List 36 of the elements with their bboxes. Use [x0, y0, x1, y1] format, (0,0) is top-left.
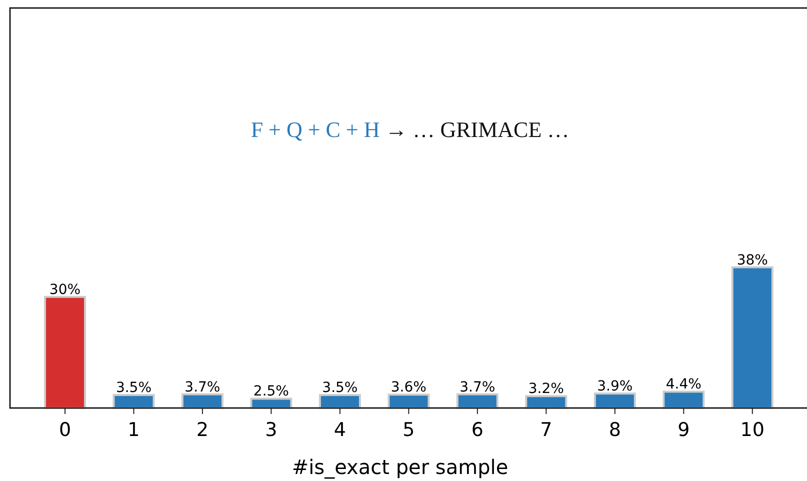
x-tick-label: 6 [471, 419, 484, 441]
data-label: 4.4% [666, 376, 702, 393]
data-label: 3.7% [184, 379, 220, 396]
data-label: 3.5% [116, 380, 152, 396]
data-label: 3.2% [528, 381, 564, 398]
bar [388, 394, 430, 409]
bar [181, 393, 224, 409]
bar [456, 393, 498, 409]
x-axis-title: #is_exact per sample [292, 455, 508, 479]
x-tick-label: 5 [402, 419, 415, 441]
x-tick-label: 10 [740, 419, 764, 441]
x-tick-label: 9 [678, 419, 690, 441]
bar [250, 398, 292, 409]
bar [594, 392, 636, 409]
x-tick-label: 1 [128, 419, 140, 441]
data-label: 2.5% [253, 384, 289, 400]
data-label: 3.7% [460, 379, 496, 396]
bar [525, 395, 568, 409]
data-label: 3.6% [390, 380, 426, 396]
bar [318, 394, 361, 409]
x-tick-label: 8 [608, 419, 621, 441]
bar [44, 296, 86, 409]
x-tick-label: 3 [265, 419, 278, 441]
x-tick-label: 7 [540, 419, 552, 441]
bar [112, 394, 155, 409]
annotation: → … GRIMACE … [380, 117, 570, 142]
annotation: F + Q + C + H [250, 117, 380, 142]
x-tick-label: 0 [58, 419, 72, 441]
x-tick-label: 4 [334, 419, 346, 441]
data-label: 38% [736, 252, 768, 268]
data-label: 30% [49, 282, 81, 298]
data-label: 3.5% [322, 380, 358, 396]
bar [731, 266, 774, 409]
data-label: 3.9% [597, 378, 633, 395]
x-tick-label: 2 [196, 419, 209, 441]
bar [662, 390, 705, 409]
